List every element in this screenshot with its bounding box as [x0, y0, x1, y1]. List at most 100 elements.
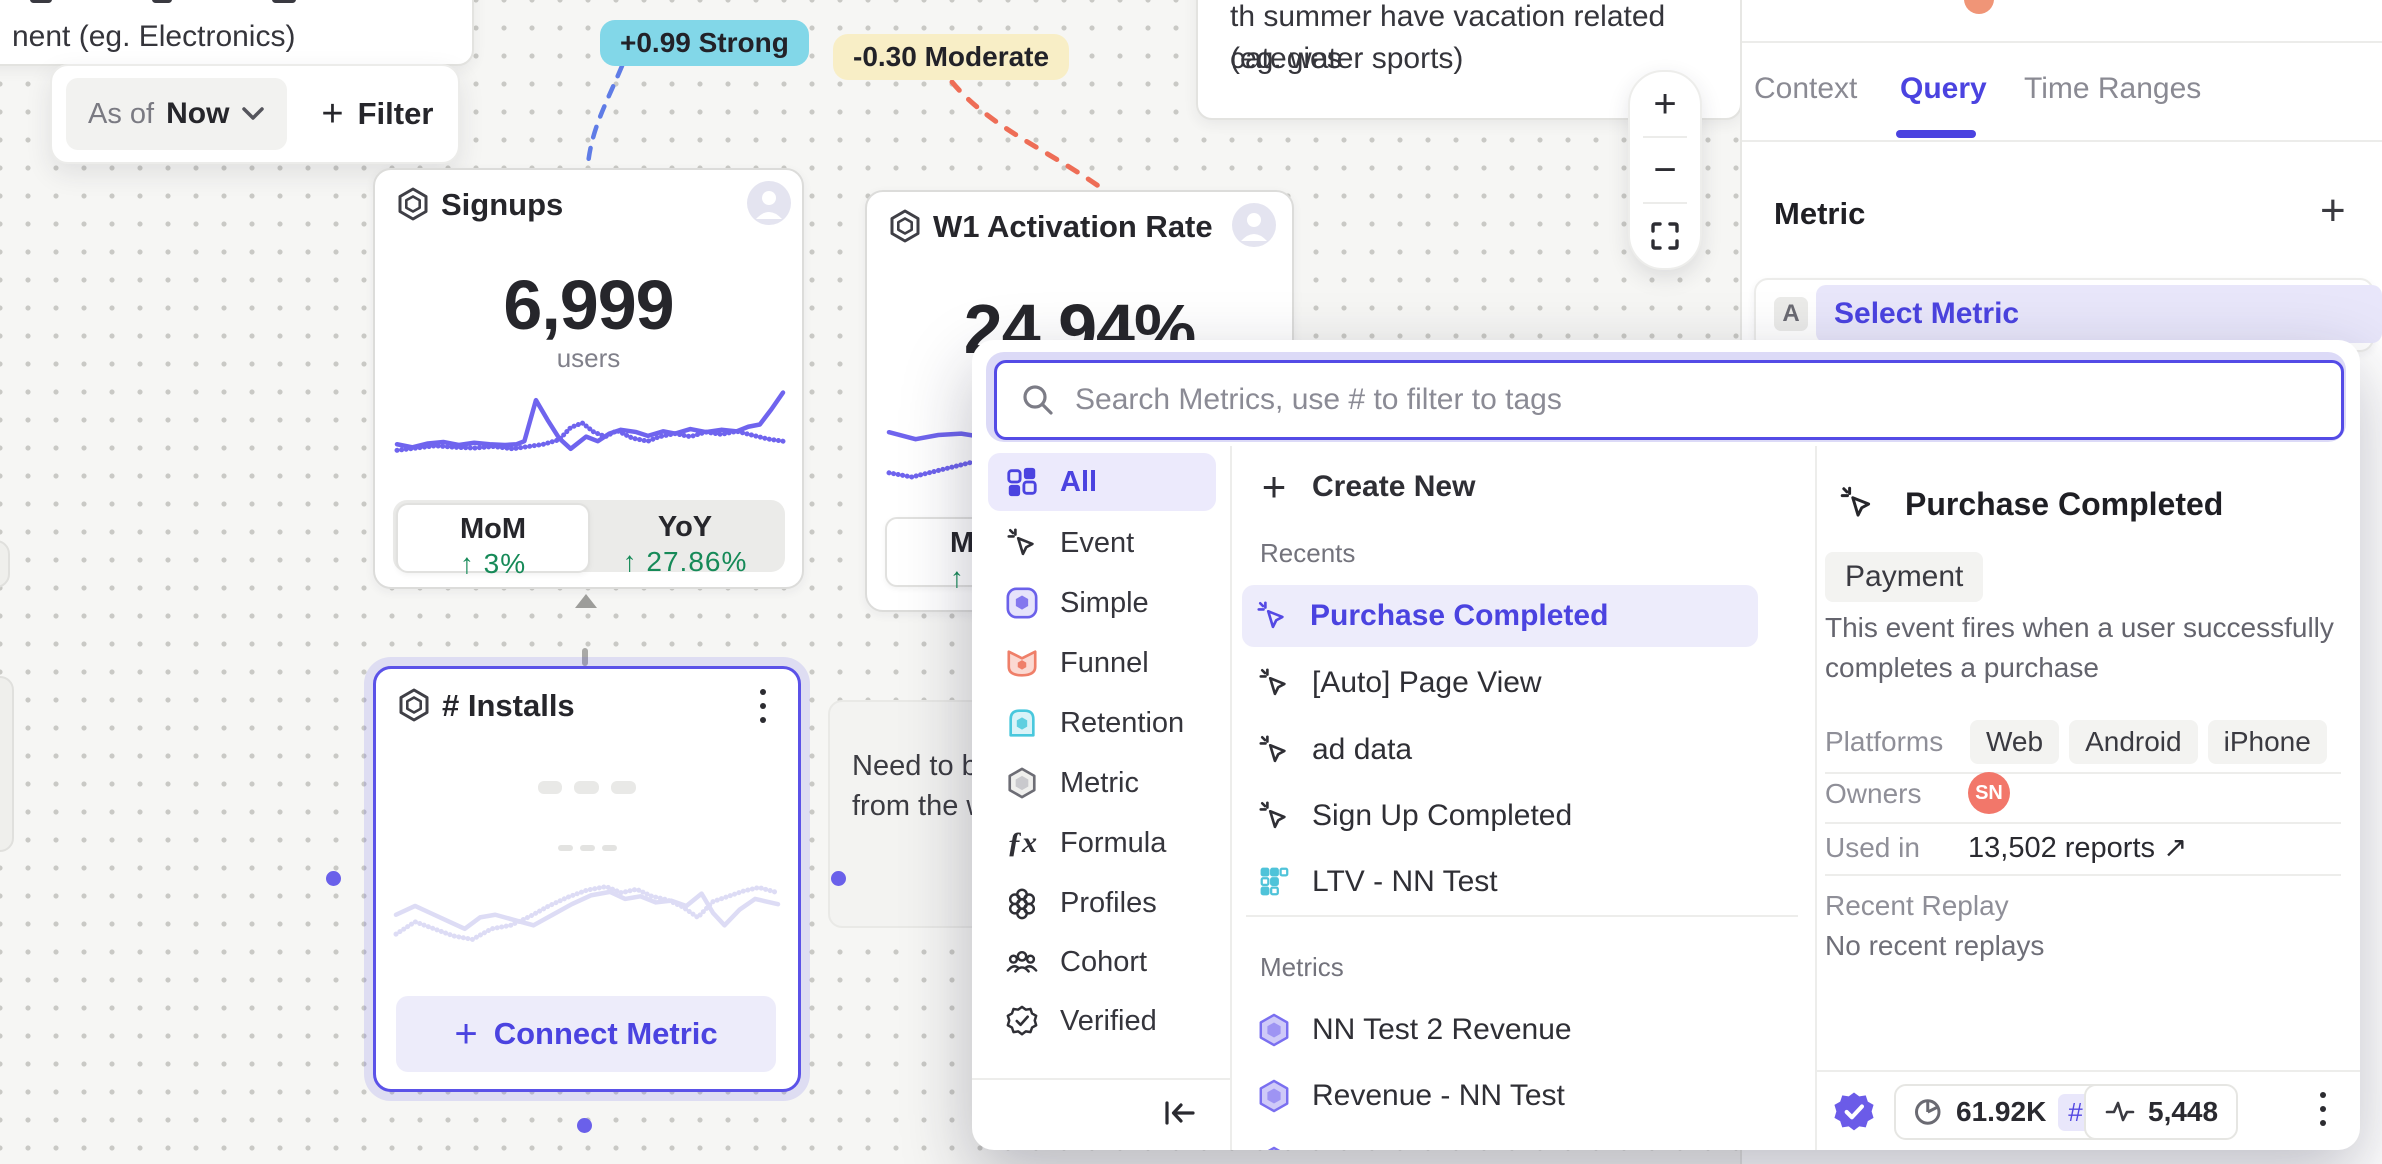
result-row-purchase-completed[interactable]: Purchase Completed — [1242, 585, 1758, 647]
card-title: # Installs — [442, 688, 575, 723]
detail-description: This event fires when a user successfull… — [1825, 612, 2334, 683]
avatar[interactable] — [747, 181, 791, 225]
category-metric[interactable]: Metric — [988, 754, 1216, 812]
zoom-out-button[interactable]: − — [1653, 147, 1677, 192]
category-label: Funnel — [1060, 646, 1149, 679]
filter-button[interactable]: + Filter — [321, 93, 434, 135]
ghost-sparkline-chart — [396, 869, 778, 957]
divider — [1643, 136, 1687, 138]
note-line-1: th summer have vacation related categies — [1230, 0, 1666, 75]
metric-hexagon-icon — [1256, 1145, 1292, 1150]
result-row-sign-up-completed[interactable]: Sign Up Completed — [1244, 785, 1764, 847]
category-all[interactable]: All — [988, 453, 1216, 511]
query-count-pill[interactable]: 5,448 — [2084, 1084, 2239, 1140]
category-simple[interactable]: Simple — [988, 574, 1216, 632]
detail-title: Purchase Completed — [1905, 486, 2224, 522]
result-row-revenue-nn-test[interactable]: Revenue - NN Test — [1244, 1065, 1764, 1127]
skeleton-bar — [611, 781, 636, 794]
tab-context[interactable]: Context — [1754, 72, 1858, 105]
tab-time-ranges[interactable]: Time Ranges — [2024, 72, 2202, 105]
result-label: Purchase Completed — [1310, 599, 1609, 632]
connection-handle-right[interactable] — [831, 871, 846, 886]
card-menu-kebab-icon[interactable] — [760, 689, 766, 723]
category-formula[interactable]: ƒx Formula — [988, 814, 1216, 872]
metrics-section-label: Metrics — [1260, 952, 1344, 982]
connection-handle-bottom[interactable] — [577, 1118, 592, 1133]
metric-hexagon-icon — [890, 209, 920, 243]
recents-section-label: Recents — [1260, 538, 1356, 568]
category-funnel[interactable]: Funnel — [988, 634, 1216, 692]
divider — [1643, 202, 1687, 204]
tag-label: Payment — [1825, 552, 1984, 602]
metric-hexagon-icon — [1256, 1012, 1292, 1048]
category-event[interactable]: Event — [988, 514, 1216, 572]
volume-value: 61.92K — [1956, 1096, 2047, 1127]
mom-delta: ↑ 3% — [459, 548, 527, 579]
cohort-people-icon — [1004, 944, 1040, 980]
sticky-note-segment[interactable]: nent (eg. Electronics) — [0, 0, 474, 66]
waveform-icon — [2105, 1101, 2135, 1122]
category-label: Metric — [1060, 766, 1139, 799]
cursor-click-icon — [1004, 525, 1040, 561]
detail-tag-payment[interactable]: Payment — [1825, 552, 1984, 602]
create-new-label: Create New — [1312, 470, 1476, 503]
tab-query[interactable]: Query — [1900, 72, 1987, 105]
person-icon — [1241, 213, 1267, 241]
mom-toggle[interactable]: MoM ↑ 3% — [396, 503, 590, 579]
card-title: W1 Activation Rate — [933, 209, 1213, 244]
result-label: Revenue - NN Test — [1312, 1079, 1565, 1112]
result-label: NN Test 2 Revenue — [1312, 1013, 1572, 1046]
metric-hexagon-icon — [1256, 1078, 1292, 1114]
yoy-toggle[interactable]: YoY ↑ 27.86% — [589, 503, 781, 577]
category-verified[interactable]: Verified — [988, 992, 1216, 1050]
metric-hexagon-icon — [398, 187, 428, 221]
search-field[interactable] — [994, 360, 2344, 440]
fit-to-screen-button[interactable] — [1630, 204, 1700, 268]
correlation-badge-moderate[interactable]: -0.30 Moderate — [833, 34, 1070, 80]
result-row-clipped[interactable] — [1244, 1132, 1764, 1150]
cursor-click-icon — [1840, 486, 1871, 517]
used-in-value[interactable]: 13,502 reports ↗ — [1968, 832, 2188, 864]
metric-slot-row[interactable]: A Select Metric — [1754, 278, 2382, 352]
divider — [1246, 915, 1798, 917]
select-metric-field[interactable]: Select Metric — [1816, 285, 2382, 343]
category-label: All — [1060, 465, 1098, 498]
platform-web: Web — [1970, 720, 2060, 764]
connect-metric-label: Connect Metric — [493, 1016, 718, 1051]
cursor-click-icon — [1256, 798, 1292, 834]
result-row-ltv-nn-test[interactable]: LTV - NN Test — [1244, 851, 1764, 913]
result-row-ad-data[interactable]: ad data — [1244, 719, 1764, 781]
used-in-label: Used in — [1825, 832, 1920, 863]
metric-card-installs[interactable]: # Installs + Connect Metric — [373, 666, 801, 1092]
category-profiles[interactable]: Profiles — [988, 874, 1216, 932]
skeleton-bar — [538, 781, 562, 794]
platform-chips: Web Android iPhone — [1970, 720, 2327, 764]
platform-iphone: iPhone — [2207, 720, 2327, 764]
correlation-badge-strong[interactable]: +0.99 Strong — [600, 20, 809, 66]
as-of-dropdown[interactable]: As of Now — [66, 78, 288, 150]
create-new-button[interactable]: + Create New — [1244, 456, 1764, 518]
connector-lines — [585, 63, 1107, 193]
collapse-sidebar-icon[interactable] — [1162, 1096, 1198, 1130]
add-metric-button[interactable]: + — [2320, 186, 2346, 235]
metric-card-signups[interactable]: Signups 6,999 users MoM ↑ 3% YoY ↑ 27.8 — [373, 168, 804, 589]
profiles-cluster-icon — [1004, 885, 1040, 921]
avatar[interactable] — [1232, 203, 1276, 247]
connect-metric-button[interactable]: + Connect Metric — [396, 996, 776, 1072]
search-input[interactable] — [1073, 382, 2341, 418]
yoy-label: YoY — [657, 511, 713, 543]
category-label: Event — [1060, 526, 1135, 559]
zoom-in-button[interactable]: + — [1653, 81, 1677, 126]
category-label: Cohort — [1060, 945, 1148, 978]
metric-section-header: Metric — [1774, 196, 1866, 231]
category-cohort[interactable]: Cohort — [988, 933, 1216, 991]
category-retention[interactable]: Retention — [988, 694, 1216, 752]
connection-handle-left[interactable] — [326, 871, 341, 886]
result-row-nn-test-2-revenue[interactable]: NN Test 2 Revenue — [1244, 999, 1764, 1061]
result-row-auto-page-view[interactable]: [Auto] Page View — [1244, 652, 1764, 714]
cursor-click-icon — [1256, 665, 1292, 701]
metric-value: 6,999 — [503, 266, 674, 344]
owner-avatar[interactable]: SN — [1968, 772, 2010, 814]
detail-menu-kebab-icon[interactable] — [2320, 1092, 2326, 1126]
